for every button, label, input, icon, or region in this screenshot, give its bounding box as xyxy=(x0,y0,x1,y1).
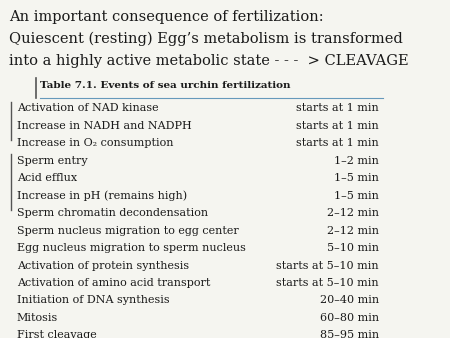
Text: Mitosis: Mitosis xyxy=(17,313,58,323)
Text: starts at 5–10 min: starts at 5–10 min xyxy=(276,278,379,288)
Text: 1–5 min: 1–5 min xyxy=(334,173,379,183)
Text: starts at 1 min: starts at 1 min xyxy=(297,103,379,114)
Text: An important consequence of fertilization:: An important consequence of fertilizatio… xyxy=(9,10,324,24)
Text: Acid efflux: Acid efflux xyxy=(17,173,77,183)
Text: First cleavage: First cleavage xyxy=(17,331,97,338)
Text: 1–5 min: 1–5 min xyxy=(334,191,379,201)
Text: Initiation of DNA synthesis: Initiation of DNA synthesis xyxy=(17,295,170,306)
Text: Increase in O₂ consumption: Increase in O₂ consumption xyxy=(17,138,173,148)
Text: Sperm entry: Sperm entry xyxy=(17,156,88,166)
Text: starts at 5–10 min: starts at 5–10 min xyxy=(276,261,379,270)
Text: Table 7.1. Events of sea urchin fertilization: Table 7.1. Events of sea urchin fertiliz… xyxy=(40,81,291,91)
Text: 60–80 min: 60–80 min xyxy=(320,313,379,323)
Text: Increase in NADH and NADPH: Increase in NADH and NADPH xyxy=(17,121,192,131)
Text: Activation of protein synthesis: Activation of protein synthesis xyxy=(17,261,189,270)
Text: Activation of amino acid transport: Activation of amino acid transport xyxy=(17,278,210,288)
Text: 1–2 min: 1–2 min xyxy=(334,156,379,166)
Text: 2–12 min: 2–12 min xyxy=(327,226,379,236)
Text: 20–40 min: 20–40 min xyxy=(320,295,379,306)
Text: 85–95 min: 85–95 min xyxy=(320,331,379,338)
Text: Quiescent (resting) Egg’s metabolism is transformed: Quiescent (resting) Egg’s metabolism is … xyxy=(9,32,403,47)
Text: into a highly active metabolic state - - -  > CLEAVAGE: into a highly active metabolic state - -… xyxy=(9,54,409,68)
Text: 2–12 min: 2–12 min xyxy=(327,208,379,218)
Text: Egg nucleus migration to sperm nucleus: Egg nucleus migration to sperm nucleus xyxy=(17,243,246,253)
Text: Increase in pH (remains high): Increase in pH (remains high) xyxy=(17,191,187,201)
Text: Sperm chromatin decondensation: Sperm chromatin decondensation xyxy=(17,208,208,218)
Text: 5–10 min: 5–10 min xyxy=(327,243,379,253)
Text: starts at 1 min: starts at 1 min xyxy=(297,121,379,131)
Text: Activation of NAD kinase: Activation of NAD kinase xyxy=(17,103,158,114)
Text: Sperm nucleus migration to egg center: Sperm nucleus migration to egg center xyxy=(17,226,239,236)
Text: starts at 1 min: starts at 1 min xyxy=(297,138,379,148)
